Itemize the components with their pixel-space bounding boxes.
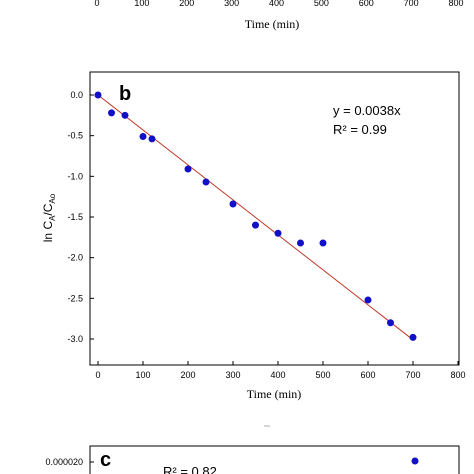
panel-b-x-tick-label: 0	[95, 370, 100, 380]
panel-a-x-tick-label: 100	[134, 0, 149, 8]
panel-b-data-point	[94, 91, 102, 99]
panel-a-x-tick-label: 800	[448, 0, 463, 8]
panel-c-label: c	[100, 449, 111, 471]
panel-b-x-tick-label: 400	[270, 370, 285, 380]
panel-c-y-tick-label: 0.000020	[45, 457, 83, 467]
panel-b-data-point	[229, 200, 237, 208]
panel-b-x-tick-label: 800	[450, 370, 465, 380]
panel-b-data-point	[202, 178, 210, 186]
panel-b-y-tick-label: -2.5	[67, 293, 83, 303]
panel-b-r-squared: R² = 0.99	[333, 122, 387, 137]
panel-c-frame	[89, 445, 460, 474]
panel-b-x-ticks: 0 100 200 300 400 500 600 700 800	[95, 361, 466, 380]
panel-b-x-axis-label: Time (min)	[247, 387, 302, 401]
ylabel-sub1: A	[48, 215, 57, 221]
panel-b-data-point	[364, 296, 372, 304]
panel-b-points	[94, 91, 417, 341]
panel-a-x-axis-label: Time (min)	[245, 17, 300, 31]
panel-b-data-point	[319, 239, 327, 247]
panel-b-x-tick-label: 300	[225, 370, 240, 380]
panel-b-x-tick-label: 200	[180, 370, 195, 380]
panel-b-data-point	[121, 111, 129, 119]
panel-b-data-point	[148, 135, 156, 143]
ylabel-sub2: Ao	[48, 193, 57, 203]
panel-a-x-tick-label: 700	[404, 0, 419, 8]
panel-b-y-ticks: 0.0 -0.5 -1.0 -1.5 -2.0 -2.5 -3.0	[67, 90, 94, 344]
panel-b-equation: y = 0.0038x	[333, 103, 401, 118]
panel-a-x-tick-label: 500	[314, 0, 329, 8]
panel-b-data-point	[274, 229, 282, 237]
panel-b-label: b	[119, 83, 131, 105]
panel-c-r-squared: R² = 0.82	[163, 464, 217, 474]
panel-b-data-point	[108, 109, 115, 117]
panel-a-x-tick-label: 400	[269, 0, 284, 8]
panel-b-x-tick-label: 500	[315, 370, 330, 380]
panel-b-data-point	[184, 165, 192, 173]
panel-b-y-tick-label: -1.0	[67, 171, 83, 181]
panel-b-y-tick-label: -2.0	[67, 253, 83, 263]
panel-b-data-point	[409, 333, 417, 341]
panel-b-y-axis-label: ln CA/CAo	[41, 193, 57, 242]
panel-b-y-tick-label: 0.0	[70, 90, 83, 100]
panel-a-x-ticks: 0 100 200 300 400 500 600 700 800	[94, 0, 463, 8]
panel-b-y-tick-label: -3.0	[67, 334, 83, 344]
panel-b-data-point	[252, 221, 259, 229]
panel-b-y-tick-label: -0.5	[67, 131, 83, 141]
panel-c: 0.000020 c R² = 0.82	[45, 425, 460, 474]
panel-b-x-tick-label: 100	[135, 370, 150, 380]
ylabel-main: ln C	[41, 221, 55, 243]
panel-b-frame	[89, 71, 460, 366]
panel-a-x-tick-label: 0	[94, 0, 99, 8]
panel-b: 0.0 -0.5 -1.0 -1.5 -2.0 -2.5 -3.0 0 100 200 300 40…	[41, 71, 466, 401]
panel-a-x-tick-label: 300	[224, 0, 239, 8]
panel-c-point	[411, 457, 419, 465]
panel-b-data-point	[297, 239, 304, 247]
panel-b-data-point	[387, 319, 394, 327]
panel-b-x-tick-label: 600	[360, 370, 375, 380]
ylabel-mid: /C	[41, 203, 55, 215]
panel-b-y-tick-label: -1.5	[67, 212, 83, 222]
panel-a-x-tick-label: 200	[179, 0, 194, 8]
panel-b-x-tick-label: 700	[405, 370, 420, 380]
panel-b-data-point	[139, 132, 147, 140]
panel-a-x-tick-label: 600	[359, 0, 374, 8]
panel-a: 0 100 200 300 400 500 600 700 800 Time (min)	[94, 0, 463, 31]
